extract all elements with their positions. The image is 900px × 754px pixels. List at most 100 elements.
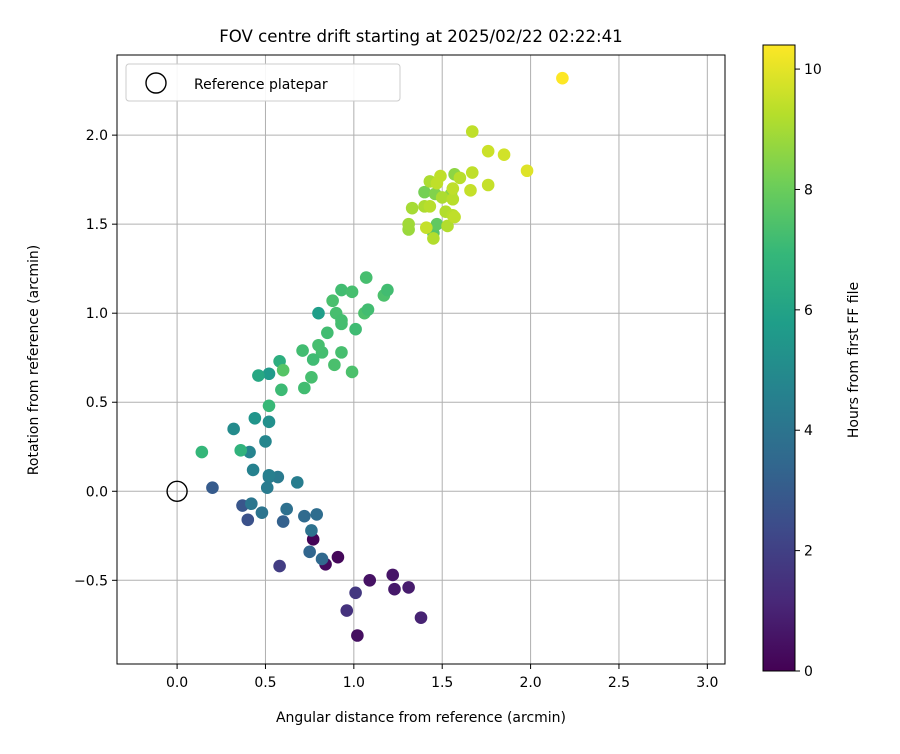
data-point bbox=[556, 71, 569, 85]
data-point bbox=[430, 176, 444, 190]
data-point bbox=[418, 185, 431, 199]
data-point bbox=[340, 604, 354, 617]
colorbar-tick-label: 4 bbox=[804, 423, 813, 439]
data-point bbox=[296, 344, 309, 357]
data-point bbox=[262, 367, 276, 381]
data-point bbox=[349, 322, 362, 336]
data-point bbox=[386, 568, 400, 582]
x-tick-label: 1.5 bbox=[431, 675, 453, 691]
data-point bbox=[435, 191, 449, 204]
data-point bbox=[405, 201, 419, 215]
data-point bbox=[305, 371, 318, 384]
x-tick-label: 0.0 bbox=[166, 675, 188, 691]
colorbar-tick-label: 0 bbox=[804, 664, 813, 680]
x-tick-label: 0.5 bbox=[254, 675, 276, 691]
data-points bbox=[195, 71, 569, 642]
data-point bbox=[448, 210, 461, 224]
y-tick-label: 0.5 bbox=[86, 395, 108, 411]
data-point bbox=[335, 314, 348, 327]
data-point bbox=[306, 353, 320, 366]
data-point bbox=[321, 326, 334, 340]
data-point bbox=[310, 508, 324, 521]
data-point bbox=[414, 611, 428, 625]
data-point bbox=[481, 144, 495, 158]
data-point bbox=[326, 294, 339, 308]
x-tick-label: 1.0 bbox=[343, 675, 365, 691]
data-point bbox=[420, 221, 433, 235]
data-point bbox=[262, 399, 276, 413]
data-point bbox=[402, 581, 415, 594]
data-point bbox=[349, 586, 362, 600]
data-point bbox=[430, 217, 444, 231]
data-point bbox=[423, 200, 437, 213]
data-point bbox=[345, 365, 359, 379]
reference-marker bbox=[166, 480, 188, 502]
legend-reference-icon bbox=[145, 72, 167, 94]
y-tick-label: 1.5 bbox=[86, 217, 108, 233]
data-point bbox=[315, 552, 329, 566]
data-point bbox=[290, 476, 304, 489]
colorbar-ticks: 0 2 4 6 8 10 bbox=[795, 62, 822, 680]
data-point bbox=[245, 497, 258, 511]
colorbar-label: Hours from first FF file bbox=[846, 282, 862, 438]
data-point bbox=[298, 509, 311, 523]
data-point bbox=[335, 283, 348, 297]
data-point bbox=[312, 306, 325, 320]
data-point bbox=[446, 192, 460, 206]
legend-label: Reference platepar bbox=[194, 77, 328, 93]
colorbar-tick-label: 2 bbox=[804, 544, 813, 560]
data-point bbox=[195, 445, 209, 459]
data-point bbox=[246, 463, 260, 477]
data-point bbox=[262, 468, 276, 482]
data-point bbox=[359, 271, 373, 284]
data-point bbox=[520, 164, 534, 178]
data-point bbox=[441, 219, 454, 233]
data-point bbox=[276, 363, 290, 377]
data-point bbox=[234, 444, 248, 457]
data-point bbox=[248, 411, 262, 425]
data-point bbox=[312, 338, 325, 352]
x-tick-label: 2.5 bbox=[608, 675, 630, 691]
y-tick-label: −0.5 bbox=[74, 573, 108, 589]
y-axis-label: Rotation from reference (arcmin) bbox=[26, 245, 42, 475]
y-tick-label: 2.0 bbox=[86, 128, 108, 144]
data-point bbox=[351, 629, 364, 642]
data-point bbox=[388, 582, 401, 596]
data-point bbox=[464, 184, 477, 197]
y-tick-label: 1.0 bbox=[86, 306, 108, 322]
x-tick-label: 2.0 bbox=[519, 675, 541, 691]
colorbar-tick-label: 10 bbox=[804, 62, 822, 78]
data-point bbox=[227, 422, 240, 436]
data-point bbox=[381, 283, 394, 297]
data-point bbox=[255, 506, 269, 519]
data-point bbox=[262, 415, 276, 429]
data-point bbox=[328, 358, 341, 372]
data-point bbox=[305, 524, 318, 537]
data-point bbox=[427, 232, 440, 245]
plot-frame bbox=[116, 54, 726, 665]
colorbar bbox=[762, 44, 796, 672]
data-point bbox=[275, 383, 288, 397]
data-point bbox=[280, 502, 293, 516]
y-tick-label: 0.0 bbox=[86, 484, 108, 500]
legend-box bbox=[125, 63, 401, 102]
data-point bbox=[298, 381, 311, 395]
y-axis-ticks: −0.5 0.0 0.5 1.0 1.5 2.0 bbox=[74, 128, 117, 589]
data-point bbox=[402, 217, 415, 231]
data-point bbox=[363, 574, 377, 587]
data-point bbox=[303, 545, 316, 559]
data-point bbox=[361, 303, 375, 316]
data-point bbox=[276, 515, 290, 528]
x-tick-label: 3.0 bbox=[696, 675, 718, 691]
legend: Reference platepar bbox=[125, 63, 401, 102]
data-point bbox=[497, 148, 511, 162]
data-point bbox=[453, 171, 467, 185]
data-point bbox=[259, 435, 272, 448]
data-point bbox=[260, 481, 274, 495]
data-point bbox=[345, 285, 359, 299]
data-point bbox=[465, 125, 479, 138]
data-point bbox=[481, 178, 495, 192]
colorbar-tick-label: 6 bbox=[804, 303, 813, 319]
